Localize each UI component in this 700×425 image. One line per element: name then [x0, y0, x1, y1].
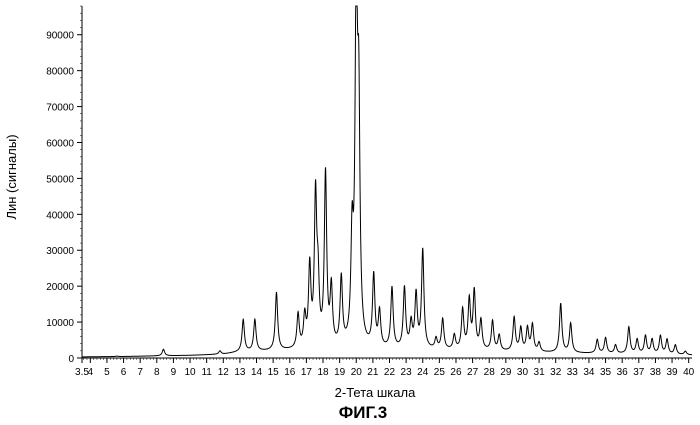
- x-tick-label: 26: [450, 367, 462, 378]
- y-tick-label: 60000: [46, 138, 74, 149]
- x-tick-label: 22: [384, 367, 396, 378]
- x-tick-label: 11: [201, 367, 212, 378]
- diffraction-pattern-line: [82, 6, 692, 357]
- x-tick-label: 30: [517, 367, 529, 378]
- x-tick-label: 5: [104, 367, 110, 378]
- x-tick-label: 35: [600, 367, 612, 378]
- y-axis-title: Лин (сигналы): [4, 134, 19, 219]
- x-tick-label: 29: [500, 367, 512, 378]
- x-tick-label: 10: [184, 367, 196, 378]
- x-tick-label: 7: [137, 367, 143, 378]
- x-axis-title: 2-Тета шкала: [335, 385, 416, 400]
- x-tick-label: 36: [617, 367, 629, 378]
- x-tick-label: 24: [417, 367, 429, 378]
- figure-caption: ФИГ.3: [339, 403, 387, 422]
- x-tick-label: 15: [268, 367, 280, 378]
- x-tick-label: 37: [633, 367, 645, 378]
- x-tick-label: 33: [567, 367, 579, 378]
- x-tick-label: 18: [317, 367, 329, 378]
- y-tick-label: 40000: [46, 210, 74, 221]
- x-tick-label: 8: [154, 367, 160, 378]
- y-tick-label: 20000: [46, 282, 74, 293]
- x-tick-label: 39: [666, 367, 678, 378]
- y-tick-label: 10000: [46, 318, 74, 329]
- x-tick-label: 4: [88, 367, 94, 378]
- x-tick-label: 14: [251, 367, 263, 378]
- plot-area: 3.54567891011121314151617181920212223242…: [46, 6, 694, 378]
- y-tick-label: 90000: [46, 31, 74, 42]
- y-tick-label: 70000: [46, 103, 74, 114]
- x-tick-label: 9: [171, 367, 177, 378]
- x-tick-label: 32: [550, 367, 562, 378]
- x-tick-label: 28: [484, 367, 496, 378]
- x-tick-label: 12: [218, 367, 230, 378]
- x-tick-label: 40: [683, 367, 695, 378]
- x-tick-label: 16: [284, 367, 296, 378]
- x-tick-label: 31: [534, 367, 546, 378]
- y-tick-label: 30000: [46, 246, 74, 257]
- x-tick-label: 21: [367, 367, 379, 378]
- y-tick-label: 80000: [46, 67, 74, 78]
- y-axis-ticks: 0 10000 20000 30000 40000 50000 60000 70000 8000…: [46, 6, 82, 365]
- x-tick-label: 17: [301, 367, 313, 378]
- x-tick-label: 19: [334, 367, 346, 378]
- x-tick-label: 25: [434, 367, 446, 378]
- x-tick-label: 27: [467, 367, 479, 378]
- x-tick-label: 38: [650, 367, 662, 378]
- x-tick-label: 34: [583, 367, 595, 378]
- x-tick-label: 20: [351, 367, 363, 378]
- x-axis-ticks: 3.54567891011121314151617181920212223242…: [75, 358, 695, 378]
- y-tick-label: 50000: [46, 174, 74, 185]
- x-tick-label: 23: [401, 367, 413, 378]
- x-tick-label: 13: [234, 367, 246, 378]
- x-tick-label: 6: [121, 367, 127, 378]
- y-tick-label: 0: [68, 354, 74, 365]
